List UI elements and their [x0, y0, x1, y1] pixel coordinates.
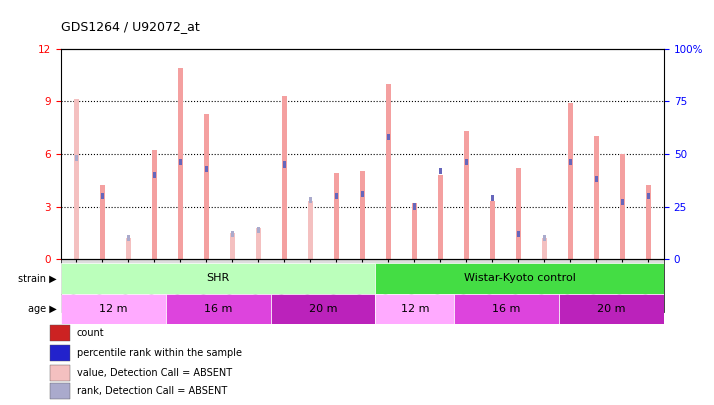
Text: count: count	[77, 328, 104, 338]
Text: value, Detection Call = ABSENT: value, Detection Call = ABSENT	[77, 367, 232, 377]
Bar	[257, 227, 260, 233]
Bar	[594, 136, 599, 259]
Text: 16 m: 16 m	[204, 304, 232, 314]
Text: 20 m: 20 m	[598, 304, 625, 314]
Bar	[620, 154, 625, 259]
Bar	[271, 294, 376, 324]
Bar	[621, 199, 624, 205]
Bar	[517, 231, 520, 237]
Bar	[491, 195, 494, 201]
Bar	[516, 168, 521, 259]
Bar	[647, 193, 650, 199]
Bar	[61, 294, 166, 324]
Bar	[256, 228, 261, 259]
Text: 12 m: 12 m	[99, 304, 127, 314]
Bar	[438, 175, 443, 259]
Bar	[646, 185, 650, 259]
Bar	[166, 294, 271, 324]
Bar	[413, 203, 416, 210]
Bar	[568, 103, 573, 259]
Bar	[74, 100, 79, 259]
Text: 12 m: 12 m	[401, 304, 429, 314]
Bar	[204, 113, 208, 259]
Bar	[152, 150, 156, 259]
Bar	[50, 364, 70, 381]
Bar	[559, 294, 664, 324]
Bar	[454, 294, 559, 324]
Bar	[595, 176, 598, 182]
Bar	[360, 171, 365, 259]
Bar	[178, 68, 183, 259]
Bar	[101, 193, 104, 199]
Bar	[308, 197, 312, 203]
Text: 16 m: 16 m	[493, 304, 521, 314]
Bar	[282, 96, 287, 259]
Bar	[100, 185, 105, 259]
Bar	[439, 168, 442, 174]
Bar	[126, 238, 131, 259]
Text: GDS1264 / U92072_at: GDS1264 / U92072_at	[61, 20, 199, 33]
Text: rank, Detection Call = ABSENT: rank, Detection Call = ABSENT	[77, 386, 227, 396]
Text: strain ▶: strain ▶	[19, 273, 57, 283]
Bar	[386, 84, 391, 259]
Bar	[335, 193, 338, 199]
Bar	[464, 131, 468, 259]
Bar	[50, 345, 70, 361]
Bar	[205, 166, 208, 172]
Bar	[283, 161, 286, 168]
Bar	[543, 235, 546, 241]
Text: age ▶: age ▶	[29, 304, 57, 314]
Text: percentile rank within the sample: percentile rank within the sample	[77, 348, 242, 358]
Bar	[153, 172, 156, 178]
Bar	[50, 384, 70, 399]
Bar	[75, 155, 78, 161]
Text: SHR: SHR	[206, 273, 230, 283]
Bar	[178, 159, 182, 165]
Bar	[412, 203, 417, 259]
Bar	[490, 201, 495, 259]
Bar	[465, 159, 468, 165]
Bar	[50, 325, 70, 341]
Bar	[376, 263, 664, 294]
Bar	[308, 201, 313, 259]
Bar	[542, 238, 547, 259]
Bar	[361, 191, 364, 197]
Text: 20 m: 20 m	[308, 304, 337, 314]
Bar	[61, 263, 376, 294]
Bar	[569, 159, 572, 165]
Bar	[127, 235, 130, 241]
Text: Wistar-Kyoto control: Wistar-Kyoto control	[464, 273, 575, 283]
Bar	[231, 231, 234, 237]
Bar	[230, 233, 235, 259]
Bar	[387, 134, 390, 140]
Bar	[376, 294, 454, 324]
Bar	[334, 173, 338, 259]
